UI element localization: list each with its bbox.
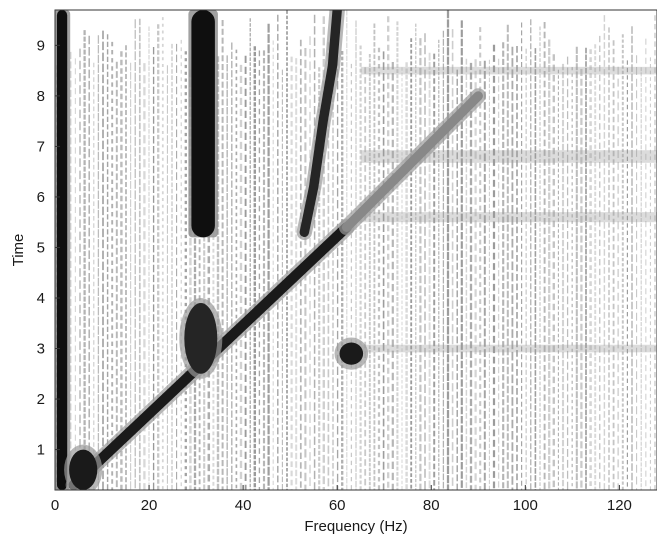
x-tick-label: 40 — [235, 497, 252, 514]
y-tick-label: 1 — [37, 442, 45, 459]
x-axis-label: Frequency (Hz) — [304, 518, 407, 535]
x-tick-label: 20 — [141, 497, 158, 514]
x-tick-label: 0 — [51, 497, 59, 514]
y-tick-label: 3 — [37, 341, 45, 358]
y-tick-label: 8 — [37, 88, 45, 105]
y-tick-label: 6 — [37, 189, 45, 206]
feature-baseline — [55, 10, 71, 490]
axes: 0 20 40 60 80 100 120 1 2 3 4 5 6 7 8 9 — [37, 37, 632, 514]
feature-curve — [296, 10, 345, 240]
y-tick-label: 9 — [37, 37, 45, 54]
feature-blob-left — [64, 444, 103, 490]
feature-blob-right — [334, 337, 369, 370]
spectrogram-image — [55, 10, 657, 490]
y-tick-label: 4 — [37, 290, 45, 307]
y-tick-label: 5 — [37, 239, 45, 256]
feature-blob-center — [179, 298, 223, 379]
y-axis-label: Time — [10, 234, 27, 267]
plot-frame — [54, 9, 657, 491]
x-tick-label: 80 — [423, 497, 440, 514]
feature-chirp-upper — [338, 88, 486, 235]
x-tick-label: 60 — [329, 497, 346, 514]
x-tick-label: 100 — [513, 497, 538, 514]
y-tick-label: 2 — [37, 391, 45, 408]
x-tick-label: 120 — [607, 497, 632, 514]
y-tick-label: 7 — [37, 138, 45, 155]
feature-tone — [188, 10, 218, 238]
